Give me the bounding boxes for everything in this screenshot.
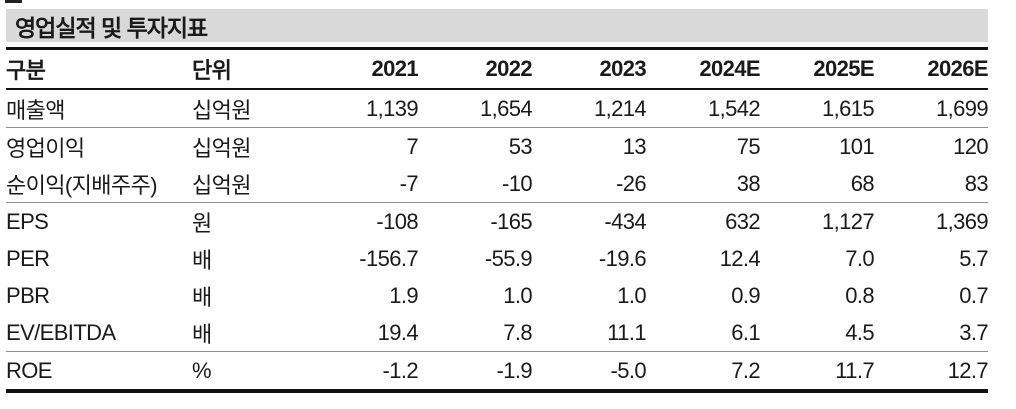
row-value: 7 bbox=[406, 133, 418, 159]
row-value: 12.4 bbox=[719, 245, 760, 271]
row-value: 1.0 bbox=[617, 282, 646, 308]
row-value: 12.7 bbox=[947, 357, 988, 383]
row-unit: 십억원 bbox=[192, 89, 304, 128]
row-value: -434 bbox=[604, 208, 646, 234]
row-value: 68 bbox=[760, 165, 874, 203]
row-unit: 배 bbox=[192, 314, 304, 352]
row-value: -26 bbox=[532, 165, 646, 203]
financials-table: 구분 단위 2021 2022 2023 2024E 2025E 2026E 매출액 십억원 1,… bbox=[6, 47, 988, 393]
row-value: 1,699 bbox=[874, 89, 988, 128]
table-row: ROE% -1.2 -1.9 -5.0 7.2 11.7 12.7 bbox=[6, 352, 988, 392]
table-row: EPS 원 -108 -165 -434 632 1,127 1,369 bbox=[6, 203, 988, 241]
row-value: 5.7 bbox=[959, 245, 988, 271]
row-label: PER bbox=[6, 245, 50, 271]
row-label: EV/EBITDA bbox=[6, 314, 192, 352]
column-header: 2022 bbox=[418, 48, 532, 90]
row-value: 1,214 bbox=[532, 89, 646, 128]
column-header: 단위 bbox=[192, 48, 304, 90]
column-header: 2025E bbox=[760, 48, 874, 90]
row-value: 11.1 bbox=[532, 314, 646, 352]
row-value: -156.7 bbox=[359, 245, 418, 271]
row-value: 7.2 bbox=[731, 357, 760, 383]
table-row: PER 배 -156.7 -55.9 -19.6 12.4 7.0 5.7 bbox=[6, 240, 988, 277]
row-value: 1,127 bbox=[821, 208, 874, 234]
row-label: 순이익(지배주주) bbox=[6, 165, 192, 203]
row-value: -55.9 bbox=[484, 245, 532, 271]
row-value: 3.7 bbox=[874, 314, 988, 352]
row-value: 1.0 bbox=[503, 282, 532, 308]
row-value: -7 bbox=[304, 165, 418, 203]
row-value: 1,654 bbox=[418, 89, 532, 128]
header-row: 구분 단위 2021 2022 2023 2024E 2025E 2026E bbox=[6, 48, 988, 90]
row-value: -165 bbox=[490, 208, 532, 234]
row-value: 19.4 bbox=[304, 314, 418, 352]
row-value: 1.9 bbox=[389, 282, 418, 308]
row-unit: 원 bbox=[192, 210, 212, 236]
row-value: 1,369 bbox=[935, 208, 988, 234]
row-value: -108 bbox=[376, 208, 418, 234]
row-value: 0.8 bbox=[845, 282, 874, 308]
row-value: -10 bbox=[418, 165, 532, 203]
row-value: 7.0 bbox=[845, 245, 874, 271]
table-row: 영업이익 십억원 7 53 13 75 101 120 bbox=[6, 128, 988, 166]
row-unit: 배 bbox=[192, 284, 212, 310]
row-value: -19.6 bbox=[598, 245, 646, 271]
row-value: 4.5 bbox=[760, 314, 874, 352]
row-value: 632 bbox=[725, 208, 760, 234]
row-value: 1,615 bbox=[760, 89, 874, 128]
column-header: 2026E bbox=[874, 48, 988, 90]
row-value: 75 bbox=[736, 133, 760, 159]
column-header: 구분 bbox=[6, 48, 192, 90]
row-value: -1.9 bbox=[496, 357, 532, 383]
row-unit: 배 bbox=[192, 247, 212, 273]
row-value: -1.2 bbox=[382, 357, 418, 383]
table-title: 영업실적 및 투자지표 bbox=[15, 14, 208, 41]
row-label: 영업이익 bbox=[6, 135, 85, 161]
row-value: 101 bbox=[839, 133, 874, 159]
table-row: PBR 배 1.9 1.0 1.0 0.9 0.8 0.7 bbox=[6, 277, 988, 314]
row-unit: 십억원 bbox=[192, 135, 252, 161]
row-value: 6.1 bbox=[646, 314, 760, 352]
row-value: 1,542 bbox=[646, 89, 760, 128]
row-unit: % bbox=[192, 357, 212, 383]
row-value: 13 bbox=[622, 133, 646, 159]
crop-artifact-mark bbox=[5, 0, 22, 3]
row-value: -5.0 bbox=[610, 357, 646, 383]
row-value: 1,139 bbox=[304, 89, 418, 128]
row-label: EPS bbox=[6, 208, 49, 234]
row-value: 120 bbox=[953, 133, 988, 159]
table-title-bar: 영업실적 및 투자지표 bbox=[6, 9, 988, 42]
column-header: 2024E bbox=[646, 48, 760, 90]
row-value: 0.9 bbox=[731, 282, 760, 308]
column-header: 2023 bbox=[532, 48, 646, 90]
table-row: EV/EBITDA 배 19.4 7.8 11.1 6.1 4.5 3.7 bbox=[6, 314, 988, 352]
row-value: 83 bbox=[874, 165, 988, 203]
table-row: 매출액 십억원 1,139 1,654 1,214 1,542 1,615 1,699 bbox=[6, 89, 988, 128]
table-body: 매출액 십억원 1,139 1,654 1,214 1,542 1,615 1,699 영업이익… bbox=[6, 89, 988, 391]
row-label: 매출액 bbox=[6, 89, 192, 128]
row-value: 53 bbox=[508, 133, 532, 159]
row-value: 0.7 bbox=[959, 282, 988, 308]
table-row: 순이익(지배주주) 십억원 -7 -10 -26 38 68 83 bbox=[6, 165, 988, 203]
row-label: ROE bbox=[6, 357, 52, 383]
column-header: 2021 bbox=[304, 48, 418, 90]
row-unit: 십억원 bbox=[192, 165, 304, 203]
row-label: PBR bbox=[6, 282, 50, 308]
row-value: 7.8 bbox=[418, 314, 532, 352]
row-value: 38 bbox=[646, 165, 760, 203]
row-value: 11.7 bbox=[835, 357, 874, 383]
